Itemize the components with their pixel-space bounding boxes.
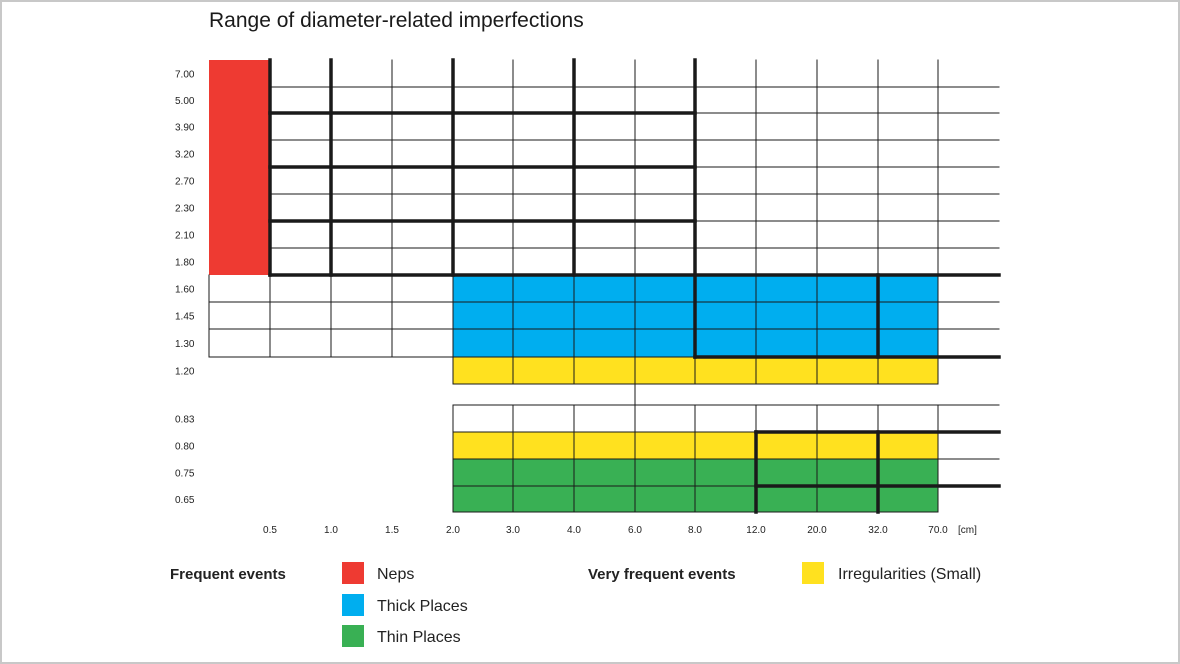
chart-title: Range of diameter-related imperfections (209, 9, 584, 32)
y-tick-label: 2.30 (175, 204, 195, 215)
x-tick-label: 4.0 (567, 525, 581, 536)
y-tick-label: 3.20 (175, 150, 195, 161)
x-tick-label: 1.0 (324, 525, 338, 536)
legend-swatch-thick-places (342, 594, 364, 616)
legend-swatch-neps (342, 562, 364, 584)
x-tick-label: 20.0 (807, 525, 827, 536)
y-tick-label: 1.60 (175, 285, 195, 296)
y-tick-label: 1.20 (175, 367, 195, 378)
legend-heading-very-frequent: Very frequent events (588, 566, 736, 583)
x-tick-label: 32.0 (868, 525, 888, 536)
y-tick-label: 2.70 (175, 177, 195, 188)
legend-label-neps: Neps (377, 566, 414, 583)
y-tick-label: 3.90 (175, 123, 195, 134)
y-tick-label: 7.00 (175, 70, 195, 81)
y-tick-label: 0.83 (175, 415, 195, 426)
x-tick-label: 3.0 (506, 525, 520, 536)
x-tick-label: 12.0 (746, 525, 766, 536)
x-tick-label: 70.0 (928, 525, 948, 536)
y-tick-label: 2.10 (175, 231, 195, 242)
legend-label-irregularities: Irregularities (Small) (838, 566, 981, 583)
x-tick-label: 0.5 (263, 525, 277, 536)
legend-label-thin-places: Thin Places (377, 629, 461, 646)
y-tick-label: 0.65 (175, 495, 195, 506)
region-neps (209, 60, 270, 275)
y-tick-label: 1.80 (175, 258, 195, 269)
legend-heading-frequent: Frequent events (170, 566, 286, 583)
grid-lines (208, 58, 1001, 514)
y-tick-label: 0.75 (175, 469, 195, 480)
x-tick-label: 2.0 (446, 525, 460, 536)
y-tick-labels: 7.00 5.00 3.90 3.20 2.70 2.30 2.10 1.80 1.60 1.45… (175, 70, 195, 507)
x-tick-label: 6.0 (628, 525, 642, 536)
y-tick-label: 0.80 (175, 442, 195, 453)
y-tick-label: 1.30 (175, 339, 195, 350)
y-tick-label: 1.45 (175, 312, 195, 323)
legend: Frequent events Very frequent events Nep… (170, 562, 981, 647)
y-tick-label: 5.00 (175, 96, 195, 107)
x-tick-labels: 0.5 1.0 1.5 2.0 3.0 4.0 6.0 8.0 12.0 20.0 32.0 70.0… (263, 525, 977, 536)
legend-swatch-irregularities (802, 562, 824, 584)
x-tick-label: 1.5 (385, 525, 399, 536)
legend-swatch-thin-places (342, 625, 364, 647)
x-tick-label: 8.0 (688, 525, 702, 536)
legend-label-thick-places: Thick Places (377, 598, 468, 615)
x-unit-label: [cm] (958, 525, 977, 536)
